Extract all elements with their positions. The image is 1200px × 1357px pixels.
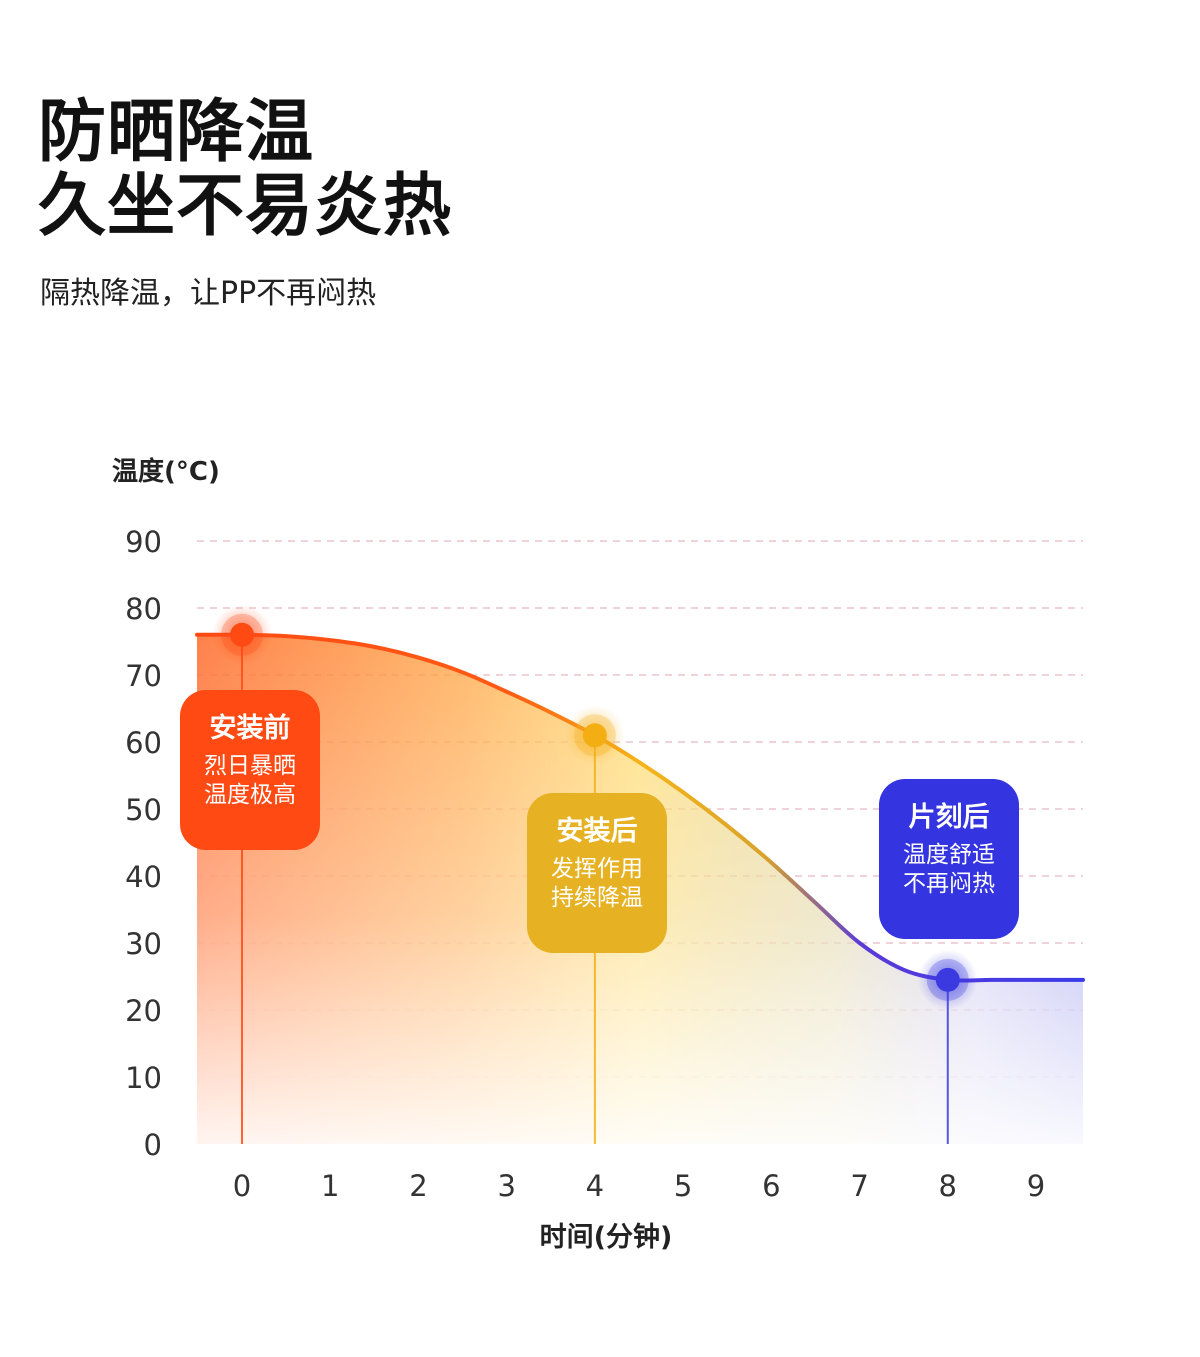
callout-moment-later: 片刻后 温度舒适 不再闷热 <box>879 779 1019 939</box>
page-title: 防晒降温 久坐不易炎热 <box>38 96 452 244</box>
x-tick-label: 3 <box>497 1169 515 1203</box>
y-tick-label: 80 <box>125 592 162 626</box>
y-tick-label: 50 <box>125 793 162 827</box>
x-tick-label: 5 <box>674 1169 692 1203</box>
x-tick-label: 1 <box>321 1169 339 1203</box>
callout-line: 不再闷热 <box>903 871 995 897</box>
callout-line: 烈日暴晒 <box>204 753 296 779</box>
y-tick-label: 10 <box>125 1061 162 1095</box>
title-line-1: 防晒降温 <box>38 93 315 172</box>
callout-title: 片刻后 <box>908 802 990 833</box>
y-tick-label: 30 <box>125 927 162 961</box>
y-tick-label: 70 <box>125 659 162 693</box>
callout-title: 安装后 <box>556 816 638 847</box>
y-tick-label: 40 <box>125 860 162 894</box>
x-tick-label: 7 <box>850 1169 868 1203</box>
y-tick-label: 60 <box>125 726 162 760</box>
callout-after-install: 安装后 发挥作用 持续降温 <box>527 793 667 953</box>
x-tick-label: 4 <box>586 1169 604 1203</box>
x-tick-label: 2 <box>409 1169 427 1203</box>
callout-line: 温度舒适 <box>903 842 995 868</box>
x-tick-label: 8 <box>939 1169 957 1203</box>
y-tick-label: 0 <box>144 1128 162 1162</box>
callout-before-install: 安装前 烈日暴晒 温度极高 <box>180 690 320 850</box>
title-line-2: 久坐不易炎热 <box>38 167 453 246</box>
y-axis-label: 温度(°C) <box>112 456 220 487</box>
callout-line: 发挥作用 <box>551 856 643 882</box>
y-tick-label: 90 <box>125 525 162 559</box>
y-tick-label: 20 <box>125 994 162 1028</box>
highlight-point <box>935 967 960 992</box>
x-tick-label: 6 <box>762 1169 780 1203</box>
x-axis-label: 时间(分钟) <box>540 1222 673 1253</box>
x-tick-label: 9 <box>1027 1169 1045 1203</box>
callout-title: 安装前 <box>209 713 291 744</box>
x-tick-label: 0 <box>233 1169 251 1203</box>
highlight-point <box>230 622 254 647</box>
page-subtitle: 隔热降温，让PP不再闷热 <box>40 276 377 311</box>
callout-line: 持续降温 <box>551 885 643 911</box>
highlight-point <box>582 723 607 748</box>
callout-line: 温度极高 <box>204 782 296 808</box>
